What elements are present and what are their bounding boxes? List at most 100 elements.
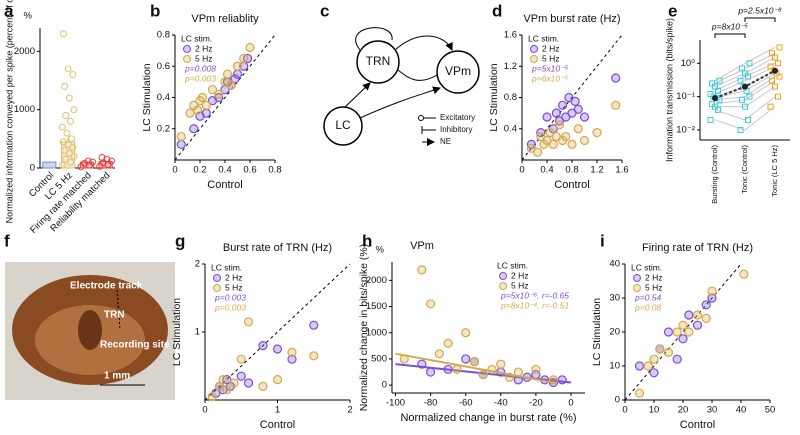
scatter-point [655, 344, 665, 354]
x-tick-label: 50 [765, 405, 776, 416]
annotation: p=8x10⁻⁴, r=-0.51 [500, 300, 569, 310]
x-tick-label: 2 [347, 405, 352, 416]
scatter-point [461, 354, 471, 364]
scatter-point [649, 368, 659, 378]
scatter-point [197, 92, 208, 103]
x-tick-label: 40 [736, 405, 747, 416]
y-tick-label: 1500 [366, 301, 387, 312]
y-tick-label: 0.8 [157, 30, 170, 41]
legend-title: LC stim. [631, 262, 662, 272]
y-tick-label: 40 [609, 259, 620, 270]
x-tick-label: 0 [519, 165, 524, 176]
legend-title: LC stim. [497, 260, 528, 270]
data-point [99, 159, 107, 167]
y-axis-label: LC Stimulation [171, 298, 183, 366]
y-tick-label: 1 [195, 327, 200, 338]
scatter-point [707, 293, 717, 303]
axis-unit: % [376, 245, 385, 256]
scatter-point [309, 320, 319, 330]
scatter-point [469, 356, 480, 367]
legend-marker [418, 115, 424, 121]
scatter-point [236, 354, 246, 364]
x-tick-label: -40 [494, 398, 508, 409]
x-tick-label: 0 [202, 405, 207, 416]
fit-line [395, 352, 554, 384]
scatter-point [272, 375, 283, 385]
scatter-point [207, 392, 217, 402]
paired-line [714, 76, 776, 101]
data-point [707, 90, 714, 97]
mean-marker [712, 95, 718, 102]
data-point [65, 94, 73, 102]
panel-letter: i [600, 231, 605, 250]
scatter-point [461, 328, 471, 338]
connection [394, 35, 453, 51]
paired-line [714, 57, 776, 87]
y-axis-label: LC Stimulation [141, 63, 153, 131]
data-point [70, 106, 78, 114]
data-point [89, 158, 97, 166]
scatter-point [567, 139, 577, 149]
connection [344, 82, 371, 108]
y-tick-label: 2 [195, 259, 200, 270]
annotation: p=0.003 [214, 302, 246, 312]
x-axis-label: Normalized change in burst rate (%) [400, 412, 576, 424]
node-label: VPm [445, 64, 471, 78]
identity-line [521, 34, 623, 161]
data-point [739, 65, 745, 72]
scatter-point [226, 80, 236, 90]
data-point [707, 116, 714, 123]
y-axis-label: LC Stimulation [591, 298, 603, 366]
y-tick-label: 0 [30, 163, 35, 174]
y-tick-label: 20 [609, 327, 620, 338]
data-point [104, 161, 112, 168]
paired-line [715, 86, 776, 108]
chart-title: VPm reliablity [191, 13, 259, 25]
x-tick-label: Bursting (Control) [710, 145, 719, 204]
y-tick-label: 0.2 [157, 123, 170, 134]
data-point [77, 163, 85, 171]
data-point [745, 116, 751, 123]
y-tick-label: 0.8 [504, 92, 517, 103]
scatter-point [678, 320, 688, 330]
significance-label: p=2.5x10⁻⁸ [737, 5, 782, 15]
legend-marker [530, 45, 538, 53]
x-axis-label: Control [207, 179, 242, 191]
scatter-point [245, 42, 255, 53]
data-point [767, 103, 774, 110]
image-label: Electrode track [70, 281, 143, 292]
axis-unit: % [24, 11, 33, 22]
node-label: LC [335, 118, 351, 132]
connection [397, 69, 438, 81]
x-tick-label: -80 [424, 398, 438, 409]
data-point [737, 77, 744, 84]
data-point [61, 147, 69, 154]
chart-title: Burst rate of TRN (Hz) [223, 242, 332, 254]
annotation: p=0.54 [634, 292, 662, 302]
scatter-point [192, 105, 203, 115]
scatter-point [426, 367, 436, 377]
x-tick-label: 10 [649, 405, 660, 416]
scatter-point [692, 310, 703, 320]
legend-marker [499, 282, 507, 290]
annotation: p=6x10⁻⁵ [531, 73, 569, 83]
data-point [746, 60, 753, 67]
panel-letter: e [668, 1, 677, 20]
data-point [63, 129, 71, 137]
scatter-point [229, 378, 239, 388]
y-axis-label: LC Stimulation [488, 63, 500, 131]
panel-letter: g [175, 231, 185, 250]
scatter-point [239, 53, 249, 64]
legend-marker [183, 45, 191, 53]
legend-label: 2 Hz [542, 43, 559, 53]
identity-line [624, 263, 742, 401]
scatter-point [287, 347, 297, 357]
scatter-point [701, 313, 711, 323]
x-tick-label: 0.6 [243, 165, 256, 176]
legend-marker [633, 274, 641, 282]
legend-label: 2 Hz [645, 272, 662, 282]
node [436, 50, 480, 94]
scatter-point [739, 269, 749, 279]
y-tick-label: 500 [371, 353, 387, 364]
